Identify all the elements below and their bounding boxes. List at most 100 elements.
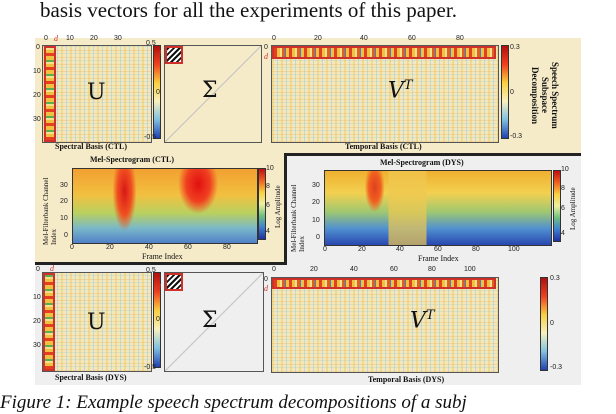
d-marker: d <box>264 52 268 61</box>
mel-ctl-y-tick: 0 <box>64 232 68 239</box>
mel-ctl-x-tick: 60 <box>184 244 192 251</box>
mel-ctl-ylabel: Mel-Filterbank Channel Index <box>42 177 58 245</box>
footer-text: Figure 1: Example speech spectrum decomp… <box>0 392 467 413</box>
u-cbar-tick: 0 <box>156 89 160 96</box>
u-x-tick: 0 <box>44 35 48 42</box>
u-x-tick: 20 <box>90 35 98 42</box>
mel-ctl-colorbar <box>258 168 266 240</box>
u-y-tick: 20 <box>33 318 41 325</box>
vt-x-tick: 0 <box>272 266 276 273</box>
mel-dys-x-tick: 100 <box>508 246 520 253</box>
vt-basis-rows <box>272 46 496 59</box>
mel-dys-cbar-tick: 6 <box>561 205 565 212</box>
u-y-tick: 10 <box>33 68 41 75</box>
vt-matrix-label: VT <box>410 308 435 333</box>
panel-divider <box>284 153 287 265</box>
mel-dys-x-tick: 0 <box>323 246 327 253</box>
mel-ctl-x-tick: 20 <box>106 244 114 251</box>
vt-label-sup: T <box>403 78 413 93</box>
mel-dys-cbar-tick: 10 <box>561 166 569 173</box>
vt-cbar-tick: 0 <box>510 89 514 96</box>
vt-cbar-tick: -0.3 <box>550 364 563 371</box>
vt-matrix-label: VT <box>388 78 413 103</box>
vt-caption: Temporal Basis (DYS) <box>368 375 445 384</box>
vt-label-base: V <box>388 78 404 104</box>
u-y-tick: 20 <box>33 92 41 99</box>
d-marker: d <box>157 283 161 292</box>
sigma-matrix-label: Σ <box>202 308 218 333</box>
mel-ctl-x-tick: 0 <box>70 244 74 251</box>
vt-colorbar <box>501 45 509 139</box>
u-matrix-label: U <box>87 80 106 105</box>
u-y-tick: 30 <box>33 116 41 123</box>
mel-dys-x-tick: 80 <box>472 246 480 253</box>
mel-dys-y-tick: 10 <box>312 217 320 224</box>
sigma-singular-values <box>165 273 183 291</box>
u-x-tick: 10 <box>66 35 74 42</box>
mel-dys-xlabel: Frame Index <box>418 254 459 263</box>
vt-label-base: V <box>410 308 426 334</box>
mel-ctl-cbar-tick: 6 <box>266 202 270 209</box>
u-y-tick: 0 <box>36 266 40 273</box>
mel-ctl-cbar-tick: 4 <box>266 228 270 235</box>
mel-dys-cbar-label: Log Amplitude <box>569 187 577 230</box>
mel-ctl-title: Mel-Spectrogram (CTL) <box>90 155 175 164</box>
mel-ctl-heatmap <box>72 168 258 244</box>
u-matrix-label: U <box>87 310 106 335</box>
mel-ctl-y-tick: 20 <box>60 198 68 205</box>
u-basis-column <box>43 273 55 371</box>
panel-divider <box>285 153 581 156</box>
u-cbar-tick: 0 <box>156 316 160 323</box>
vt-x-tick: 80 <box>428 266 436 273</box>
vt-x-tick: 20 <box>310 266 318 273</box>
mel-dys-y-tick: 20 <box>312 199 320 206</box>
mel-ctl-x-tick: 80 <box>223 244 231 251</box>
mel-dys-cbar-tick: 4 <box>561 230 565 237</box>
mel-dys-x-tick: 60 <box>434 246 442 253</box>
vt-x-tick: 40 <box>360 35 368 42</box>
sigma-matrix-label: Σ <box>202 78 218 103</box>
mel-ctl-y-tick: 30 <box>60 182 68 189</box>
mel-dys-y-tick: 0 <box>316 234 320 241</box>
mel-dys-title: Mel-Spectrogram (DYS) <box>380 158 464 167</box>
vt-x-tick: 40 <box>350 266 358 273</box>
vt-cbar-tick: 0.3 <box>510 44 520 51</box>
header-text: basis vectors for all the experiments of… <box>40 0 457 22</box>
vt-label-sup: T <box>425 308 435 323</box>
u-caption: Spectral Basis (CTL) <box>55 142 127 151</box>
vt-colorbar <box>540 277 548 371</box>
side-title: Speech Spectrum Subspace Decomposition <box>530 50 560 140</box>
mel-dys-ylabel: Mel-Filterbank Channel Index <box>290 184 306 252</box>
d-marker: d <box>157 49 161 58</box>
vt-x-tick: 60 <box>390 266 398 273</box>
u-colorbar <box>153 272 161 368</box>
u-caption: Spectral Basis (DYS) <box>55 373 127 382</box>
side-title-line: Speech Spectrum <box>550 61 560 129</box>
panel-divider <box>35 262 285 265</box>
vt-x-tick: 100 <box>464 266 476 273</box>
vt-cbar-tick: 0 <box>550 320 554 327</box>
vt-caption: Temporal Basis (CTL) <box>345 142 422 151</box>
d-marker: d <box>264 284 268 293</box>
mel-ctl-cbar-tick: 10 <box>266 165 274 172</box>
vt-cbar-tick: -0.3 <box>510 133 523 140</box>
vt-x-tick: 0 <box>272 35 276 42</box>
mel-ctl-cbar-label: Log Amplitude <box>274 185 282 228</box>
u-colorbar <box>153 45 161 139</box>
mel-ctl-y-tick: 10 <box>60 215 68 222</box>
u-matrix-heatmap <box>42 272 152 372</box>
mel-ctl-xlabel: Frame Index <box>142 252 183 261</box>
side-title-line: Subspace <box>540 76 550 113</box>
vt-matrix-heatmap <box>271 45 499 143</box>
vt-x-tick: 80 <box>456 35 464 42</box>
vt-cbar-tick: 0.3 <box>550 275 560 282</box>
mel-dys-heatmap <box>324 170 552 246</box>
u-matrix-heatmap <box>42 45 152 143</box>
u-y-tick: 30 <box>33 342 41 349</box>
vt-y-tick: 0 <box>264 44 268 51</box>
u-basis-column <box>44 46 56 142</box>
vt-matrix-heatmap <box>271 277 499 373</box>
vt-y-tick: 0 <box>264 276 268 283</box>
side-title-line: Decomposition <box>530 66 540 124</box>
u-cbar-tick: -0.5 <box>144 134 157 141</box>
